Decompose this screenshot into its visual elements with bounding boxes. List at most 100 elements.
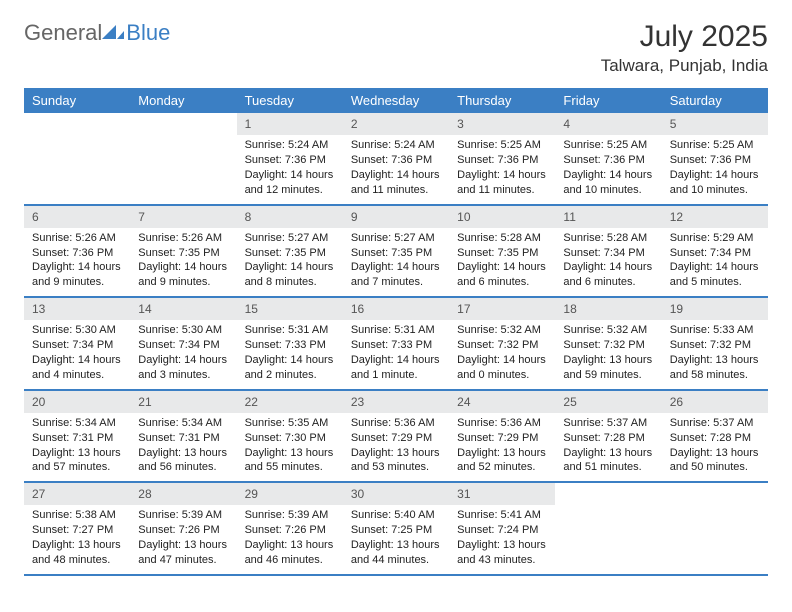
- day-number: 18: [555, 298, 661, 320]
- day-cell: 7Sunrise: 5:26 AMSunset: 7:35 PMDaylight…: [130, 206, 236, 297]
- logo-text-2: Blue: [126, 20, 170, 46]
- info-line: Sunset: 7:34 PM: [138, 338, 228, 353]
- info-line: Sunrise: 5:32 AM: [563, 323, 653, 338]
- page-title: July 2025: [601, 20, 768, 54]
- info-line: Sunrise: 5:25 AM: [457, 138, 547, 153]
- info-line: Sunrise: 5:40 AM: [351, 508, 441, 523]
- day-header: Friday: [555, 88, 661, 113]
- day-number: 4: [555, 113, 661, 135]
- day-cell: [662, 483, 768, 574]
- calendar: SundayMondayTuesdayWednesdayThursdayFrid…: [24, 88, 768, 576]
- info-line: and 11 minutes.: [351, 183, 441, 198]
- info-line: Sunset: 7:35 PM: [457, 246, 547, 261]
- info-line: Daylight: 13 hours: [32, 538, 122, 553]
- info-line: Sunset: 7:35 PM: [138, 246, 228, 261]
- day-cell: 14Sunrise: 5:30 AMSunset: 7:34 PMDayligh…: [130, 298, 236, 389]
- info-line: Sunset: 7:34 PM: [563, 246, 653, 261]
- day-cell: 12Sunrise: 5:29 AMSunset: 7:34 PMDayligh…: [662, 206, 768, 297]
- info-line: Sunset: 7:34 PM: [32, 338, 122, 353]
- info-line: Sunrise: 5:39 AM: [245, 508, 335, 523]
- day-number: 8: [237, 206, 343, 228]
- info-line: Sunset: 7:36 PM: [563, 153, 653, 168]
- info-line: Sunset: 7:26 PM: [138, 523, 228, 538]
- logo-text-1: General: [24, 20, 102, 46]
- info-line: Sunset: 7:31 PM: [32, 431, 122, 446]
- info-line: Sunset: 7:36 PM: [457, 153, 547, 168]
- info-line: Sunrise: 5:27 AM: [351, 231, 441, 246]
- info-line: Daylight: 14 hours: [351, 168, 441, 183]
- day-number: 13: [24, 298, 130, 320]
- weeks-container: 1Sunrise: 5:24 AMSunset: 7:36 PMDaylight…: [24, 113, 768, 576]
- info-line: and 11 minutes.: [457, 183, 547, 198]
- info-line: and 4 minutes.: [32, 368, 122, 383]
- day-info: Sunrise: 5:26 AMSunset: 7:36 PMDaylight:…: [24, 231, 130, 290]
- info-line: Daylight: 14 hours: [457, 168, 547, 183]
- day-header-row: SundayMondayTuesdayWednesdayThursdayFrid…: [24, 88, 768, 113]
- info-line: and 6 minutes.: [563, 275, 653, 290]
- day-number: 24: [449, 391, 555, 413]
- info-line: Sunset: 7:34 PM: [670, 246, 760, 261]
- day-cell: 21Sunrise: 5:34 AMSunset: 7:31 PMDayligh…: [130, 391, 236, 482]
- info-line: Sunrise: 5:29 AM: [670, 231, 760, 246]
- day-info: Sunrise: 5:25 AMSunset: 7:36 PMDaylight:…: [555, 138, 661, 197]
- info-line: Sunset: 7:27 PM: [32, 523, 122, 538]
- info-line: Sunrise: 5:26 AM: [138, 231, 228, 246]
- info-line: Sunset: 7:28 PM: [670, 431, 760, 446]
- day-cell: 2Sunrise: 5:24 AMSunset: 7:36 PMDaylight…: [343, 113, 449, 204]
- info-line: and 57 minutes.: [32, 460, 122, 475]
- info-line: Daylight: 14 hours: [670, 260, 760, 275]
- day-info: Sunrise: 5:34 AMSunset: 7:31 PMDaylight:…: [24, 416, 130, 475]
- logo: General Blue: [24, 20, 170, 46]
- info-line: Daylight: 14 hours: [32, 353, 122, 368]
- day-number: 30: [343, 483, 449, 505]
- info-line: Daylight: 13 hours: [32, 446, 122, 461]
- day-cell: [130, 113, 236, 204]
- info-line: Daylight: 14 hours: [457, 353, 547, 368]
- info-line: Sunset: 7:26 PM: [245, 523, 335, 538]
- logo-sail-icon: [102, 19, 124, 35]
- info-line: Sunrise: 5:36 AM: [457, 416, 547, 431]
- day-cell: [555, 483, 661, 574]
- day-header: Sunday: [24, 88, 130, 113]
- day-number: 25: [555, 391, 661, 413]
- info-line: and 6 minutes.: [457, 275, 547, 290]
- info-line: Sunset: 7:36 PM: [32, 246, 122, 261]
- info-line: Sunrise: 5:39 AM: [138, 508, 228, 523]
- info-line: Daylight: 13 hours: [670, 446, 760, 461]
- info-line: Sunset: 7:32 PM: [670, 338, 760, 353]
- info-line: and 10 minutes.: [670, 183, 760, 198]
- info-line: and 12 minutes.: [245, 183, 335, 198]
- day-cell: 20Sunrise: 5:34 AMSunset: 7:31 PMDayligh…: [24, 391, 130, 482]
- day-info: Sunrise: 5:30 AMSunset: 7:34 PMDaylight:…: [24, 323, 130, 382]
- info-line: Daylight: 13 hours: [138, 538, 228, 553]
- info-line: Sunrise: 5:37 AM: [563, 416, 653, 431]
- day-number: 3: [449, 113, 555, 135]
- day-info: Sunrise: 5:31 AMSunset: 7:33 PMDaylight:…: [237, 323, 343, 382]
- day-cell: 26Sunrise: 5:37 AMSunset: 7:28 PMDayligh…: [662, 391, 768, 482]
- info-line: Daylight: 14 hours: [670, 168, 760, 183]
- day-number: 16: [343, 298, 449, 320]
- info-line: Daylight: 14 hours: [351, 260, 441, 275]
- day-cell: 16Sunrise: 5:31 AMSunset: 7:33 PMDayligh…: [343, 298, 449, 389]
- day-number: 26: [662, 391, 768, 413]
- info-line: and 50 minutes.: [670, 460, 760, 475]
- day-number: 2: [343, 113, 449, 135]
- day-info: Sunrise: 5:26 AMSunset: 7:35 PMDaylight:…: [130, 231, 236, 290]
- day-cell: 15Sunrise: 5:31 AMSunset: 7:33 PMDayligh…: [237, 298, 343, 389]
- day-number: 6: [24, 206, 130, 228]
- info-line: Daylight: 13 hours: [351, 446, 441, 461]
- day-cell: 5Sunrise: 5:25 AMSunset: 7:36 PMDaylight…: [662, 113, 768, 204]
- info-line: Daylight: 13 hours: [563, 446, 653, 461]
- week-row: 27Sunrise: 5:38 AMSunset: 7:27 PMDayligh…: [24, 483, 768, 576]
- day-cell: 10Sunrise: 5:28 AMSunset: 7:35 PMDayligh…: [449, 206, 555, 297]
- day-info: Sunrise: 5:29 AMSunset: 7:34 PMDaylight:…: [662, 231, 768, 290]
- day-header: Thursday: [449, 88, 555, 113]
- day-number: 21: [130, 391, 236, 413]
- day-info: Sunrise: 5:39 AMSunset: 7:26 PMDaylight:…: [237, 508, 343, 567]
- day-cell: 22Sunrise: 5:35 AMSunset: 7:30 PMDayligh…: [237, 391, 343, 482]
- info-line: and 44 minutes.: [351, 553, 441, 568]
- day-cell: 23Sunrise: 5:36 AMSunset: 7:29 PMDayligh…: [343, 391, 449, 482]
- day-cell: 6 Sunrise: 5:26 AMSunset: 7:36 PMDaylight…: [24, 206, 130, 297]
- day-cell: 28Sunrise: 5:39 AMSunset: 7:26 PMDayligh…: [130, 483, 236, 574]
- header: GeneralBlue July 2025 Talwara, Punjab, I…: [24, 20, 768, 76]
